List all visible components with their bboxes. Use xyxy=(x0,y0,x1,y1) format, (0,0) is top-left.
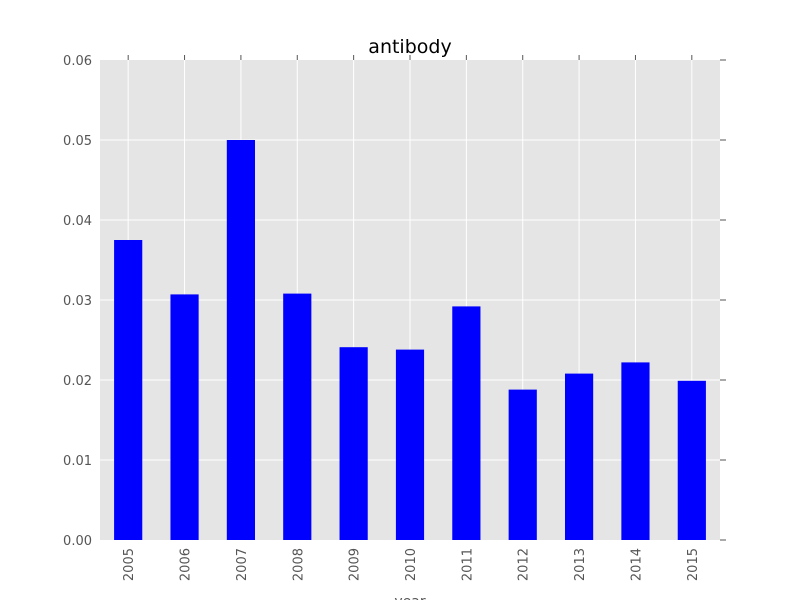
x-tick-label: 2012 xyxy=(517,548,532,581)
x-tick-label: 2011 xyxy=(460,548,475,581)
bars xyxy=(114,140,706,540)
x-tick-label: 2006 xyxy=(179,548,194,581)
bar xyxy=(170,294,199,540)
axis-ticks xyxy=(127,55,726,541)
x-tick-label: 2005 xyxy=(122,548,137,581)
bar xyxy=(508,389,537,540)
x-tick-label: 2014 xyxy=(629,548,644,581)
chart-title: antibody xyxy=(368,36,451,58)
bar xyxy=(283,293,312,540)
bar xyxy=(226,140,255,540)
x-tick-label: 2009 xyxy=(348,548,363,581)
y-tick-label: 0.02 xyxy=(63,374,92,389)
y-tick-label: 0.04 xyxy=(63,214,92,229)
x-tick-label: 2015 xyxy=(686,548,701,581)
bar xyxy=(621,362,650,540)
bar xyxy=(114,240,143,540)
y-tick-label: 0.05 xyxy=(63,134,92,149)
bar xyxy=(677,380,706,540)
x-tick-label: 2007 xyxy=(235,548,250,581)
y-tick-label: 0.01 xyxy=(63,454,92,469)
y-tick-label: 0.00 xyxy=(63,534,92,549)
x-tick-labels: 2005 2006 2007 2008 2009 2010 2011 2012 2013 2014… xyxy=(122,548,701,581)
y-tick-label: 0.06 xyxy=(63,54,92,69)
x-tick-label: 2010 xyxy=(404,548,419,581)
x-tick-label: 2013 xyxy=(573,548,588,581)
y-tick-label: 0.03 xyxy=(63,294,92,309)
x-tick-label: 2008 xyxy=(291,548,306,581)
bar xyxy=(565,373,594,540)
bar xyxy=(452,306,481,540)
bar xyxy=(339,347,368,540)
y-tick-labels: 0.00 0.01 0.02 0.03 0.04 0.05 0.06 xyxy=(63,54,92,549)
bar xyxy=(395,349,425,540)
x-axis-label: year xyxy=(394,594,425,600)
